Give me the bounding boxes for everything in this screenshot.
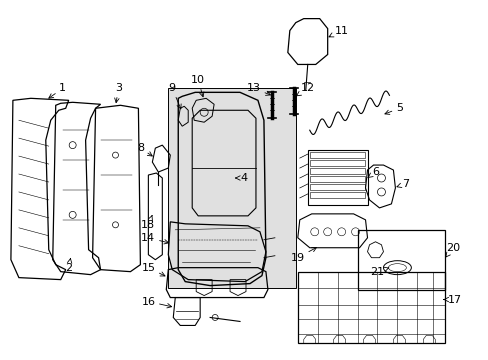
Bar — [309, 168, 364, 174]
Text: 7: 7 — [396, 179, 408, 189]
Text: 2: 2 — [65, 258, 72, 273]
Text: 16: 16 — [141, 297, 171, 308]
Text: 4: 4 — [235, 173, 247, 183]
Text: 14: 14 — [141, 233, 168, 244]
Text: 1: 1 — [49, 84, 66, 98]
Text: 3: 3 — [114, 84, 122, 103]
Text: 17: 17 — [443, 294, 461, 305]
Text: 19: 19 — [290, 248, 316, 263]
Text: 21: 21 — [370, 267, 388, 276]
Bar — [309, 192, 364, 198]
Bar — [309, 176, 364, 182]
Text: 11: 11 — [328, 26, 348, 37]
Text: 20: 20 — [445, 243, 459, 257]
Text: 18: 18 — [141, 216, 155, 230]
Text: 12: 12 — [296, 84, 314, 96]
Bar — [297, 272, 444, 343]
Text: 6: 6 — [367, 167, 378, 177]
Text: 9: 9 — [168, 84, 181, 109]
Bar — [309, 160, 364, 166]
Text: 8: 8 — [137, 143, 152, 156]
Text: 10: 10 — [191, 75, 205, 97]
Bar — [168, 88, 295, 288]
Text: 15: 15 — [141, 263, 164, 276]
Text: 5: 5 — [384, 103, 402, 114]
Text: 13: 13 — [246, 84, 270, 95]
Bar — [357, 230, 444, 289]
Bar — [309, 152, 364, 158]
Bar — [309, 184, 364, 190]
Bar — [307, 150, 367, 205]
